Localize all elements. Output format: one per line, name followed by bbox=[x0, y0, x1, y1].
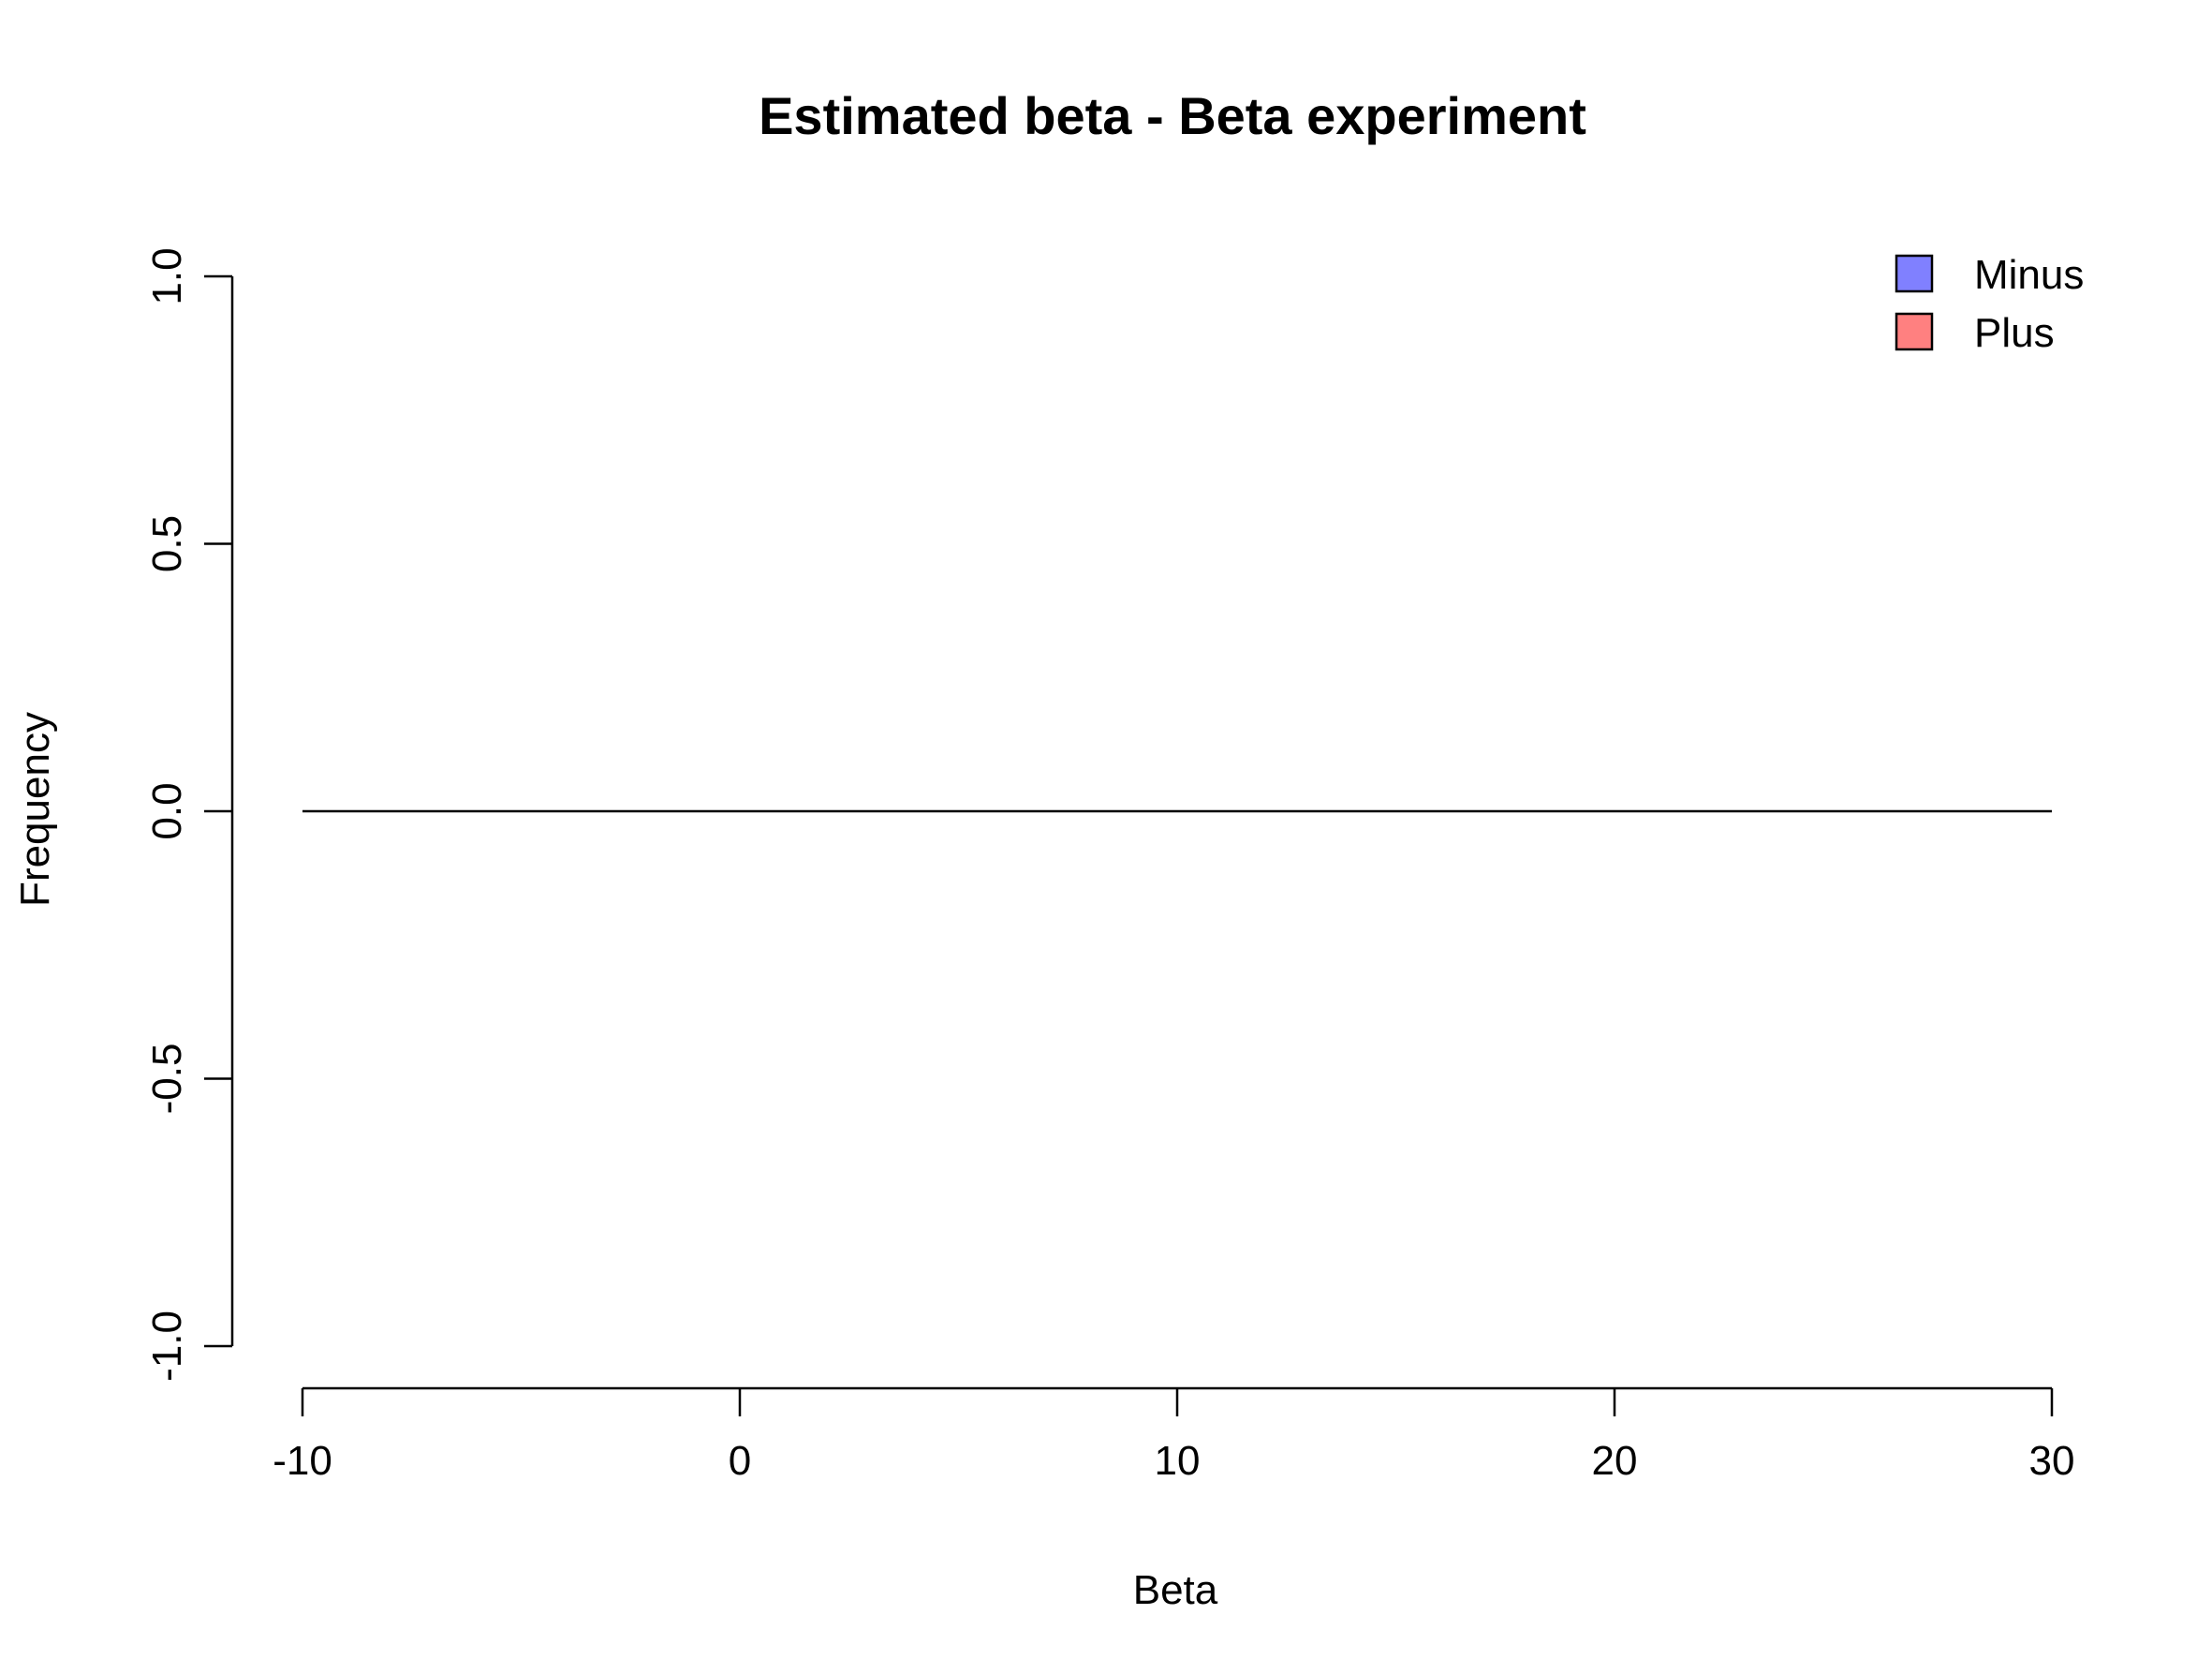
y-axis-title: Frequency bbox=[12, 712, 58, 907]
x-axis-title: Beta bbox=[1133, 1567, 1218, 1613]
legend-swatch-plus bbox=[1895, 312, 1934, 351]
y-axis: -1.0 -0.5 0.0 0.5 1.0 bbox=[144, 247, 234, 1382]
x-tick-label: -10 bbox=[273, 1438, 332, 1484]
legend-label-minus: Minus bbox=[1974, 252, 2084, 298]
x-tick-label: 0 bbox=[729, 1438, 751, 1484]
y-tick-label: 0.5 bbox=[144, 515, 190, 572]
y-tick-label: -1.0 bbox=[144, 1311, 190, 1382]
y-tick-label: 0.0 bbox=[144, 782, 190, 839]
y-tick-label: -0.5 bbox=[144, 1044, 190, 1115]
chart-title: Estimated beta - Beta experiment bbox=[759, 86, 1586, 145]
legend-swatch-minus bbox=[1895, 254, 1934, 293]
legend-label-plus: Plus bbox=[1974, 310, 2055, 356]
y-tick-label: 1.0 bbox=[144, 247, 190, 304]
x-axis: -10 0 10 20 30 bbox=[273, 1386, 2075, 1484]
x-tick-label: 10 bbox=[1155, 1438, 1201, 1484]
x-tick-label: 20 bbox=[1592, 1438, 1638, 1484]
legend: Minus Plus bbox=[1895, 252, 2084, 356]
x-tick-label: 30 bbox=[2029, 1438, 2075, 1484]
